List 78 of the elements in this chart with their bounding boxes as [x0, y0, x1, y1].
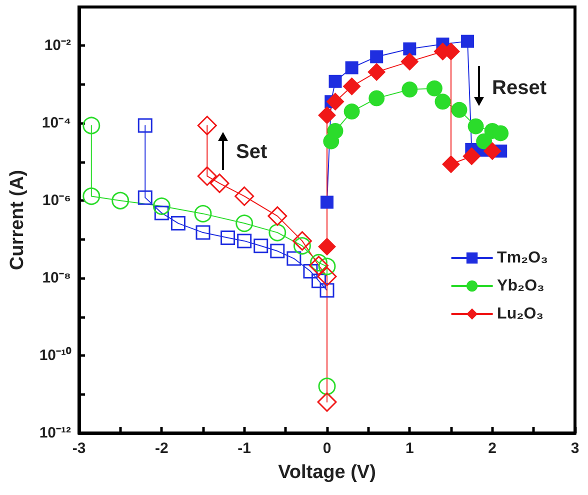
point	[154, 206, 169, 220]
point	[318, 238, 336, 256]
point	[317, 392, 337, 412]
point	[342, 77, 361, 96]
point	[403, 42, 416, 56]
point	[320, 196, 334, 209]
point	[152, 197, 170, 215]
point	[345, 61, 358, 74]
point	[293, 237, 311, 255]
y-axis-title: Current (A)	[7, 170, 28, 270]
legend-label: Lu₂O₃	[497, 306, 544, 322]
legend-label: Yb₂O₃	[497, 278, 544, 294]
point	[197, 116, 217, 136]
x-tick-label: -2	[154, 440, 168, 457]
point	[462, 147, 481, 166]
annotation: Set	[236, 141, 268, 163]
point	[317, 266, 337, 286]
point	[236, 214, 254, 232]
point	[303, 264, 318, 279]
point	[197, 166, 217, 186]
point	[368, 90, 385, 106]
y-tick-label: 10⁻⁴	[42, 114, 71, 132]
x-tick-label: -3	[72, 440, 86, 457]
point	[402, 82, 418, 98]
annotation: Reset	[492, 77, 547, 99]
y-tick-label: 10⁻¹⁰	[39, 346, 72, 364]
point	[112, 192, 130, 210]
x-tick-label: 3	[570, 440, 580, 457]
point	[292, 231, 312, 251]
point	[311, 274, 326, 288]
point	[220, 230, 236, 246]
point	[268, 206, 288, 226]
point	[318, 258, 336, 276]
y-tick-label: 10⁻¹²	[39, 424, 71, 442]
point	[170, 216, 186, 231]
point	[326, 92, 344, 111]
x-tick-label: 1	[405, 440, 414, 457]
point	[327, 122, 344, 139]
point	[82, 116, 100, 134]
x-tick-label: 2	[488, 440, 497, 457]
point	[492, 125, 509, 142]
point	[370, 50, 384, 64]
point	[138, 190, 152, 205]
x-tick-label: 0	[322, 440, 332, 457]
point	[434, 94, 451, 110]
point	[328, 74, 342, 88]
point	[308, 256, 328, 276]
point	[194, 204, 212, 222]
point	[468, 118, 484, 134]
point	[400, 52, 419, 71]
point	[442, 155, 460, 174]
point	[270, 244, 285, 258]
point	[368, 62, 386, 81]
x-tick-label: -1	[238, 440, 252, 457]
point	[451, 102, 468, 118]
point	[237, 234, 252, 248]
point	[476, 133, 492, 150]
point	[344, 104, 360, 120]
point	[82, 187, 100, 205]
point	[138, 118, 152, 133]
point	[426, 80, 442, 96]
y-tick-label: 10⁻⁶	[42, 192, 71, 210]
point	[320, 283, 334, 298]
y-tick-label: 10⁻²	[44, 37, 71, 54]
point	[310, 254, 328, 272]
point	[483, 142, 502, 160]
point	[234, 186, 254, 206]
point	[196, 225, 210, 240]
point	[318, 106, 336, 124]
x-axis-title: Voltage (V)	[278, 462, 376, 483]
point	[318, 378, 336, 396]
point	[268, 224, 286, 242]
point	[254, 238, 268, 254]
point	[461, 34, 474, 48]
point	[210, 174, 230, 194]
point	[286, 251, 302, 266]
legend-label: Tm₂O₃	[497, 250, 548, 266]
y-tick-label: 10⁻⁸	[42, 270, 71, 287]
